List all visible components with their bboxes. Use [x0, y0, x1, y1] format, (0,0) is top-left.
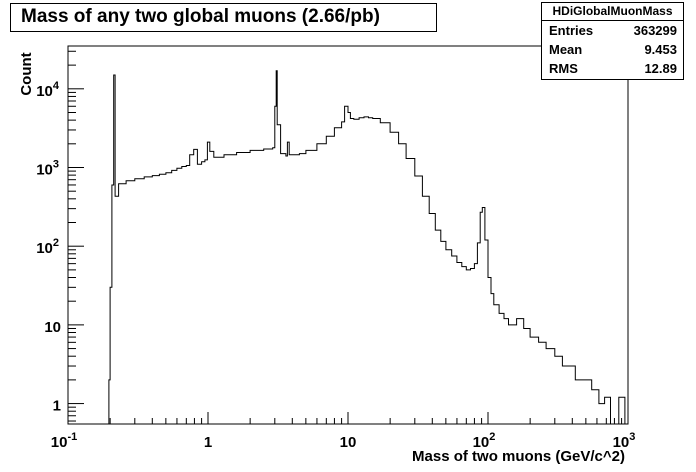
- x-tick-label: 102: [473, 431, 496, 451]
- y-axis-label: Count: [18, 52, 35, 95]
- stats-value: 12.89: [644, 61, 677, 76]
- axis-tick-labels: 10-1 1 10 102 103 1 10 102 103 104: [36, 80, 635, 451]
- statistics-box: HDiGlobalMuonMass Entries 363299 Mean 9.…: [541, 2, 684, 80]
- x-tick-label: 10: [340, 434, 357, 451]
- y-tick-label: 102: [36, 237, 59, 257]
- stats-row-entries: Entries 363299: [542, 21, 683, 40]
- y-tick-label: 104: [36, 80, 60, 100]
- stats-value: 363299: [633, 23, 677, 38]
- stats-label: RMS: [549, 61, 578, 76]
- histogram-series-line: [107, 70, 628, 425]
- stats-value: 9.453: [644, 42, 677, 57]
- stats-row-rms: RMS 12.89: [542, 59, 683, 78]
- x-tick-label: 10-1: [51, 431, 77, 451]
- x-axis-label: Mass of two muons (GeV/c^2): [412, 448, 625, 465]
- chart-title-box: Mass of any two global muons (2.66/pb): [10, 3, 437, 32]
- stats-histogram-name: HDiGlobalMuonMass: [542, 3, 683, 21]
- chart-title: Mass of any two global muons (2.66/pb): [21, 6, 380, 27]
- stats-label: Mean: [549, 42, 583, 57]
- x-tick-label: 103: [613, 431, 636, 451]
- y-tick-label: 103: [36, 159, 59, 179]
- x-tick-label: 1: [204, 434, 212, 451]
- y-tick-label: 10: [44, 319, 61, 336]
- stats-label: Entries: [549, 23, 594, 38]
- stats-row-mean: Mean 9.453: [542, 40, 683, 59]
- axis-ticks: [67, 50, 629, 424]
- y-tick-label: 1: [53, 398, 61, 415]
